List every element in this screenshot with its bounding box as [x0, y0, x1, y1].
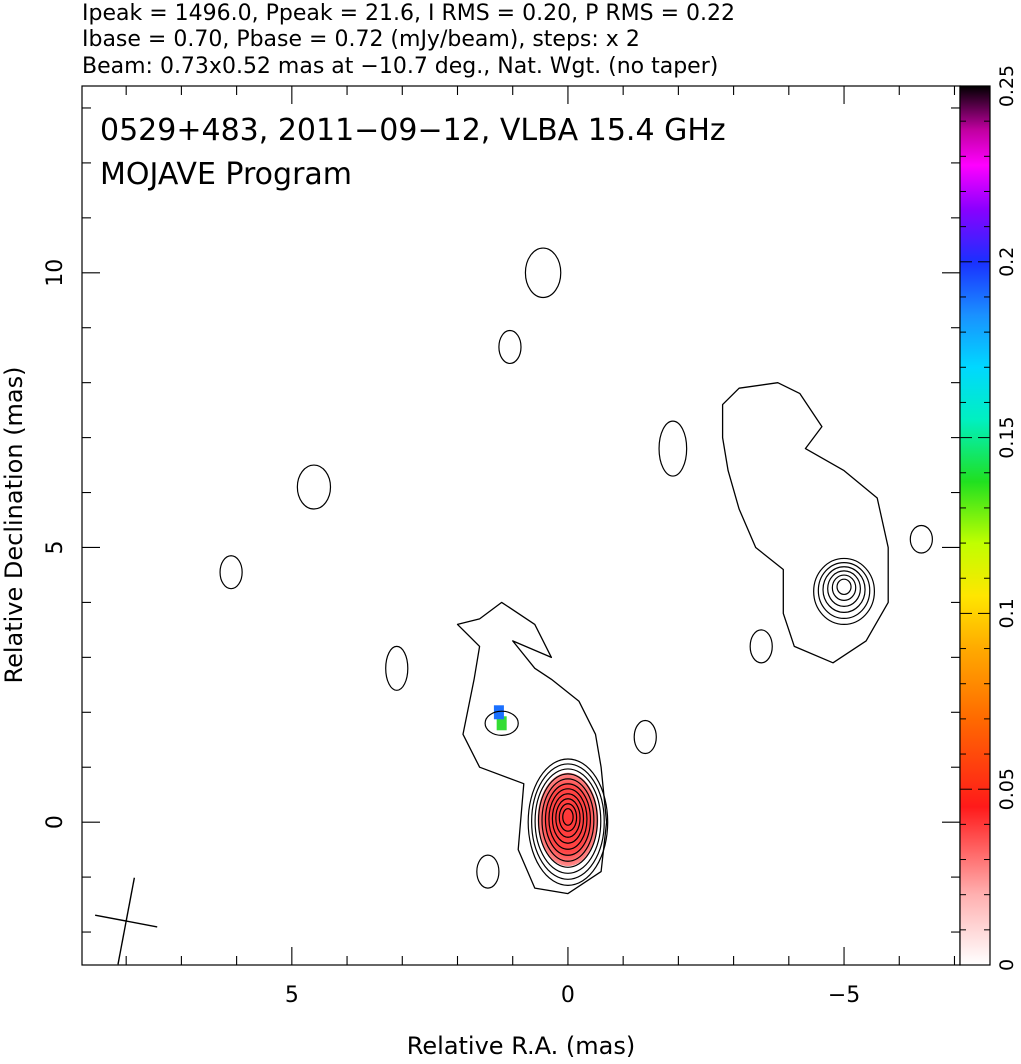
jet-envelope-contour — [721, 382, 889, 664]
component-contour — [544, 783, 592, 856]
component-contour — [484, 710, 519, 736]
isolated-contour — [498, 329, 522, 365]
axes: 5 0 −5 0 5 10 — [43, 86, 960, 1008]
isolated-contour — [476, 854, 500, 889]
polarization-pixel — [496, 716, 507, 731]
component-contour — [541, 778, 595, 862]
colorbar-tick-label: 0.2 — [996, 247, 1018, 277]
colorbar-ticks: 0 0.05 0.1 0.15 0.2 0.25 — [960, 65, 1018, 971]
isolated-contour — [385, 645, 409, 691]
plot-frame — [81, 85, 961, 966]
colorbar-tick-label: 0.05 — [996, 768, 1018, 810]
y-axis-label: Relative Declination (mas) — [0, 366, 28, 683]
component-contour — [548, 788, 588, 850]
header-line-2: Ibase = 0.70, Pbase = 0.72 (mJy/beam), s… — [82, 27, 640, 52]
plot-area — [95, 247, 933, 965]
colorbar-tick-label: 0.15 — [996, 416, 1018, 458]
x-axis-label: Relative R.A. (mas) — [407, 1032, 635, 1060]
y-tick-label: 10 — [43, 259, 68, 287]
component-contour — [831, 574, 857, 602]
isolated-contour — [219, 555, 243, 590]
x-tick-label: 5 — [285, 983, 299, 1008]
y-tick-label: 5 — [43, 540, 68, 554]
isolated-contour — [524, 247, 562, 299]
polarization-pixel — [493, 705, 504, 720]
polarized-core-overlay — [537, 772, 599, 867]
program-annotation: MOJAVE Program — [100, 157, 352, 192]
component-contour — [836, 578, 852, 596]
isolated-contour — [658, 420, 688, 477]
source-annotation: 0529+483, 2011−09−12, VLBA 15.4 GHz — [100, 113, 726, 148]
component-contour — [537, 773, 598, 868]
colorbar-tick-label: 0.1 — [996, 598, 1018, 628]
header-line-3: Beam: 0.73x0.52 mas at −10.7 deg., Nat. … — [82, 54, 718, 79]
colorbar-tick-label: 0.25 — [996, 65, 1018, 107]
header-line-1: Ipeak = 1496.0, Ppeak = 21.6, I RMS = 0.… — [82, 1, 735, 26]
component-contour — [555, 798, 581, 838]
component-contour — [827, 570, 861, 608]
y-tick-label: 0 — [43, 815, 68, 829]
component-contour — [527, 758, 609, 886]
x-tick-label: 0 — [561, 983, 575, 1008]
beam-minor-axis — [95, 914, 158, 928]
colorbar-tick-label: 0 — [996, 959, 1018, 971]
component-contour — [817, 562, 871, 619]
isolated-contour — [296, 464, 332, 510]
isolated-contour — [749, 629, 773, 664]
colorbar — [959, 85, 991, 966]
component-contour — [558, 803, 578, 832]
component-contour — [534, 768, 602, 874]
component-contour — [531, 763, 605, 880]
x-tick-label: −5 — [828, 983, 860, 1008]
component-contour — [562, 808, 574, 826]
component-contour — [551, 793, 585, 844]
component-contour — [822, 566, 866, 613]
component-contour — [813, 557, 876, 625]
isolated-contour — [909, 524, 933, 554]
isolated-contour — [633, 719, 657, 755]
